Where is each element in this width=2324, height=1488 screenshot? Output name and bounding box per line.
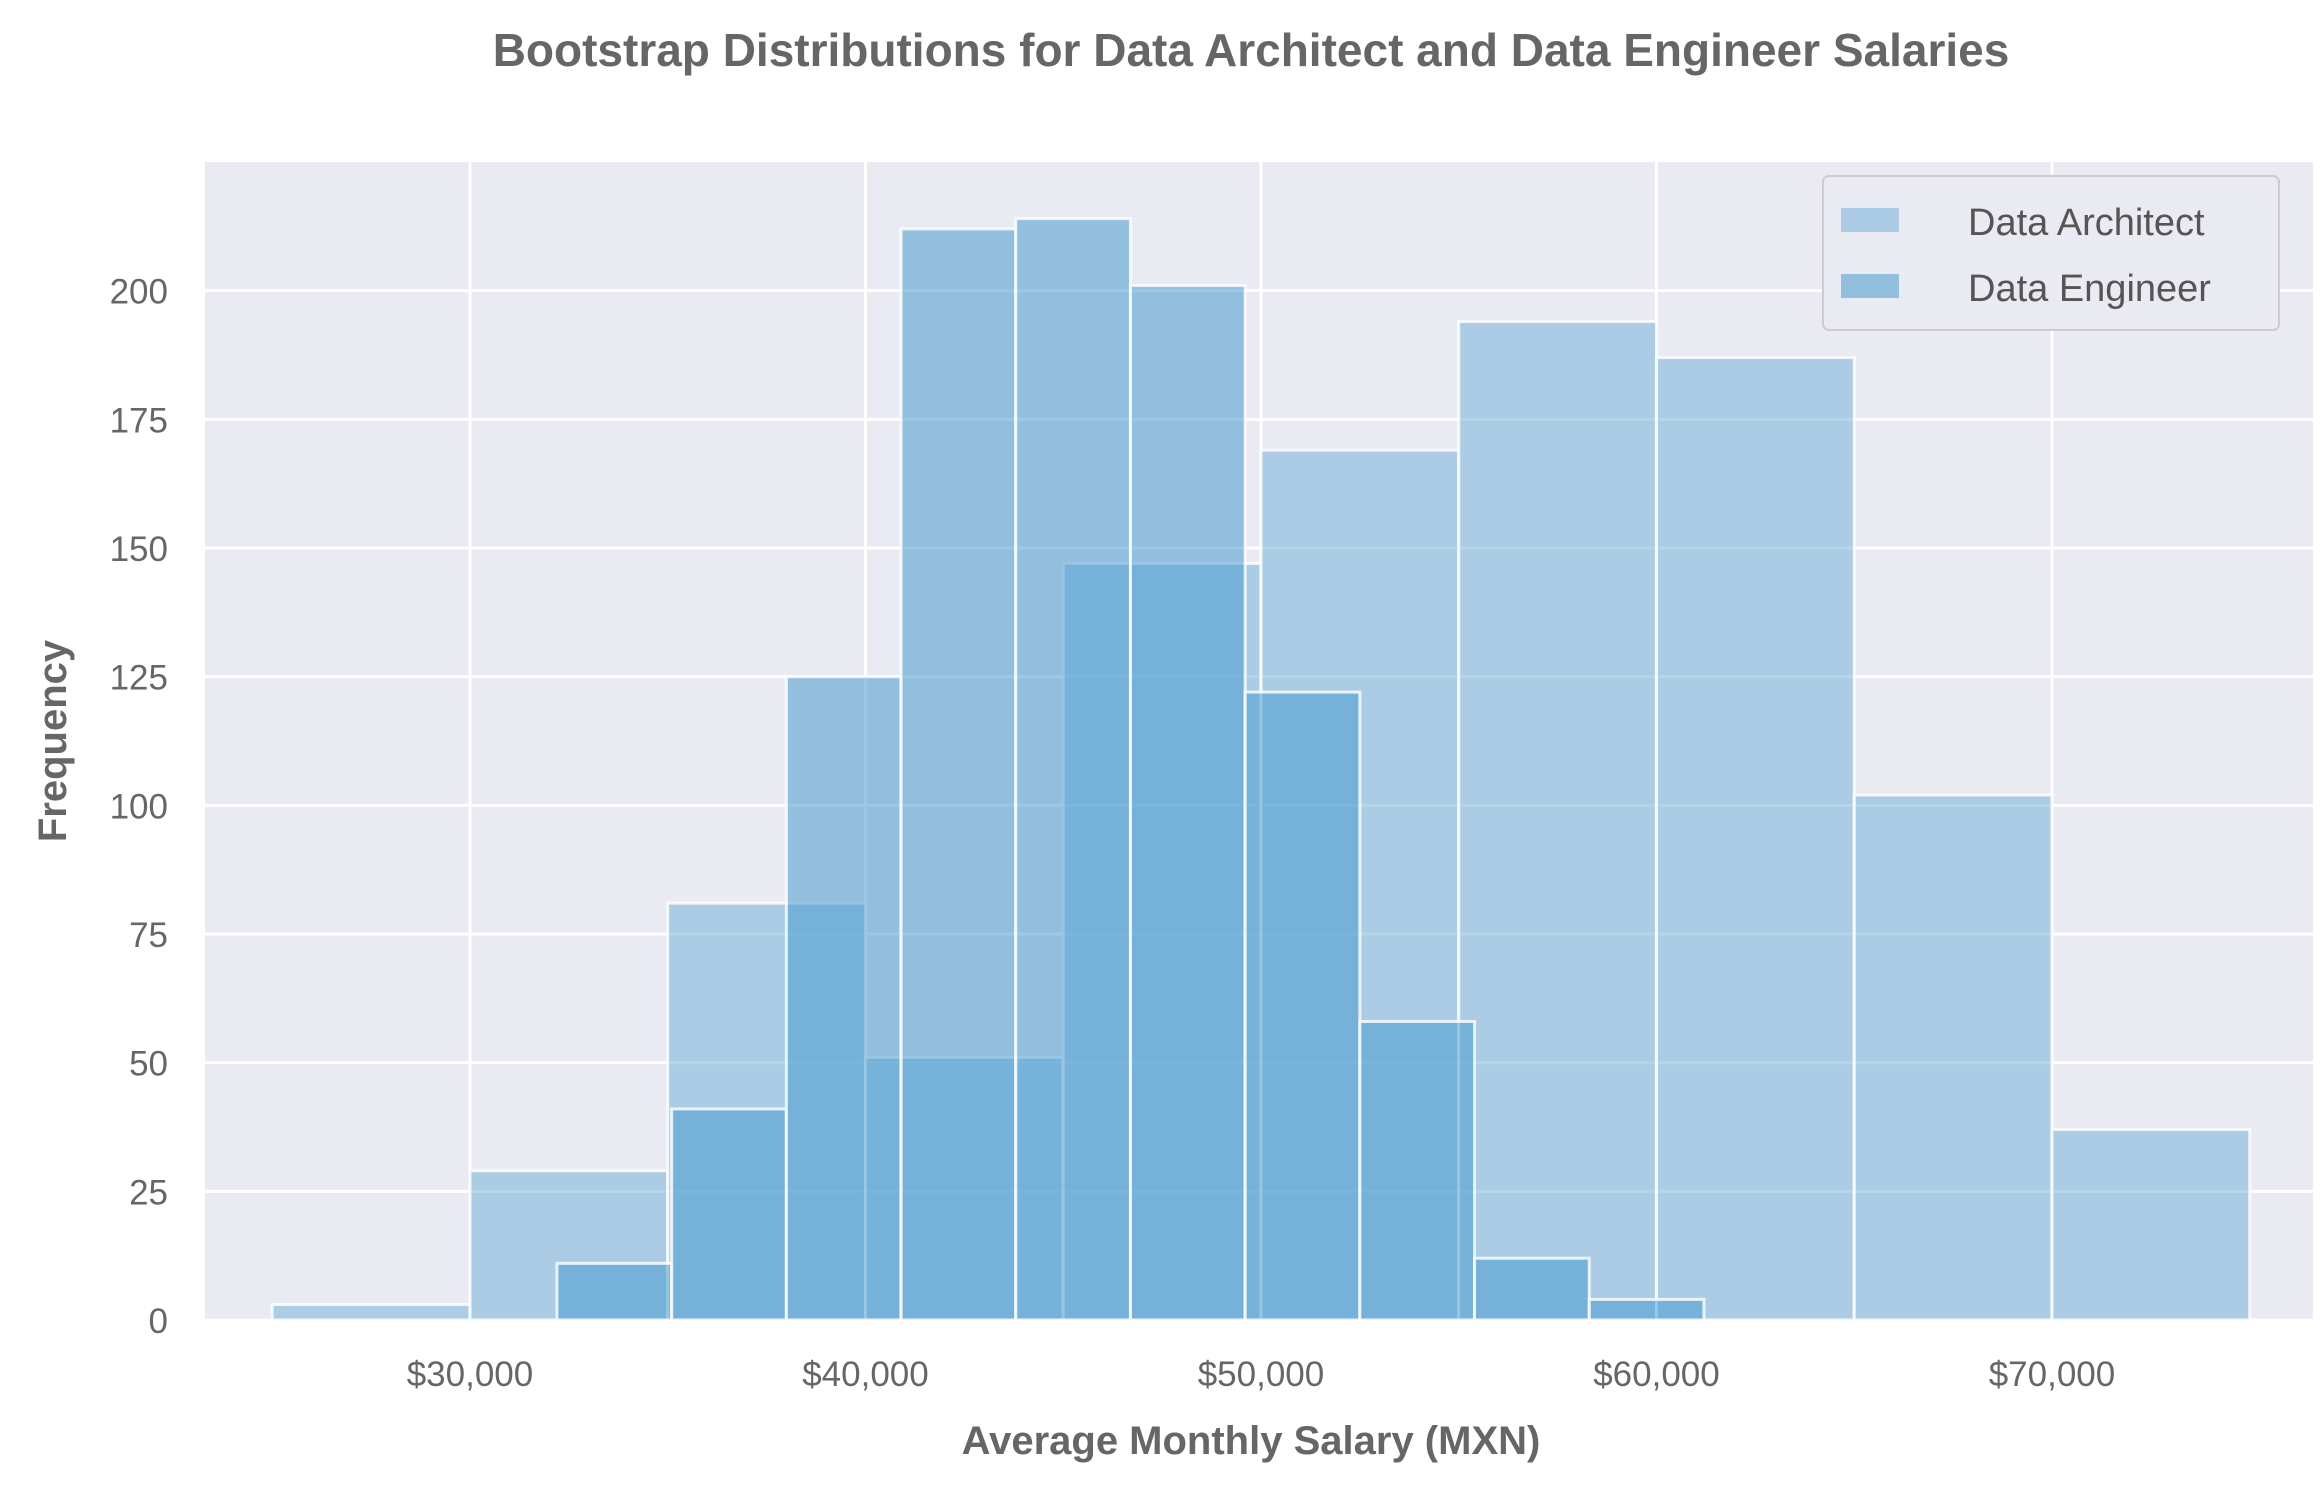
- axis-ticks: 0 25 50 75 100 125 150 175 200 $30,000 $40,000 $50,…: [110, 273, 2116, 1394]
- legend: Data Architect Data Engineer: [1822, 175, 2280, 331]
- y-tick-label: 75: [129, 916, 168, 955]
- x-tick-label: $40,000: [802, 1355, 929, 1394]
- y-tick-label: 100: [110, 787, 168, 826]
- histogram-bars: [270, 217, 2252, 1322]
- x-tick-label: $50,000: [1198, 1355, 1325, 1394]
- chart-title: Bootstrap Distributions for Data Archite…: [493, 24, 2010, 76]
- y-axis-label: Frequency: [31, 639, 75, 842]
- x-tick-label: $60,000: [1593, 1355, 1720, 1394]
- histogram-bar-data-engineer: [555, 1261, 674, 1322]
- histogram-bar-data-engineer: [1358, 1019, 1477, 1322]
- histogram-bar-data-engineer: [1014, 217, 1132, 1322]
- y-tick-label: 25: [129, 1173, 168, 1212]
- y-tick-label: 0: [149, 1302, 168, 1341]
- x-axis-label: Average Monthly Salary (MXN): [962, 1419, 1541, 1463]
- histogram-bar-data-architect: [1852, 793, 2054, 1322]
- histogram-bar-data-engineer: [784, 675, 903, 1322]
- y-tick-label: 150: [110, 530, 168, 569]
- histogram-bar-data-engineer: [670, 1107, 788, 1322]
- histogram-bar-data-engineer: [1473, 1256, 1591, 1322]
- legend-label-data-architect: Data Architect: [1968, 202, 2205, 244]
- histogram-bar-data-engineer: [899, 227, 1018, 1322]
- y-tick-label: 175: [110, 401, 168, 440]
- legend-swatch-data-engineer: [1841, 274, 1899, 298]
- histogram-bar-data-engineer: [1128, 284, 1247, 1322]
- y-tick-label: 200: [110, 273, 168, 312]
- histogram-bar-data-architect: [2050, 1128, 2252, 1322]
- histogram-bar-data-architect: [1457, 320, 1658, 1322]
- series-data-engineer: [555, 217, 1706, 1322]
- x-tick-label: $30,000: [407, 1355, 534, 1394]
- histogram-bar-data-architect: [1654, 356, 1856, 1322]
- y-tick-label: 125: [110, 659, 168, 698]
- legend-frame: [1822, 175, 2280, 331]
- histogram-bar-data-architect: [270, 1303, 472, 1322]
- legend-label-data-engineer: Data Engineer: [1968, 268, 2211, 310]
- y-tick-label: 50: [129, 1045, 168, 1084]
- histogram-bar-data-engineer: [1243, 690, 1362, 1322]
- histogram-bar-data-engineer: [1587, 1297, 1706, 1322]
- legend-swatch-data-architect: [1841, 208, 1899, 232]
- x-tick-label: $70,000: [1989, 1355, 2116, 1394]
